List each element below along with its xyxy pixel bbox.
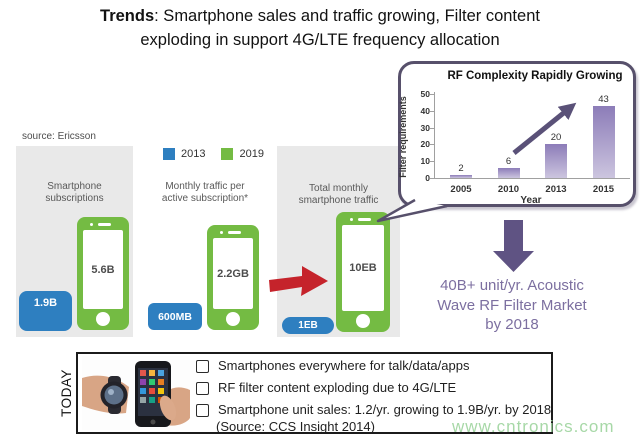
title-bold-word: Trends [100, 7, 155, 25]
phone-speaker-icon [228, 231, 241, 234]
phone-speaker-icon [358, 218, 371, 221]
bullet-text-2: RF filter content exploding due to 4G/LT… [218, 380, 457, 395]
phone-total-traffic-value: 10EB [342, 225, 384, 311]
phone-home-button-icon [226, 312, 240, 326]
year-legend: 2013 2019 [163, 148, 264, 160]
phone-camera-icon [90, 223, 93, 226]
bullet-checkbox-icon [196, 382, 209, 395]
chart-x-axis-title: Year [520, 195, 542, 206]
title-line-2: exploding in support 4G/LTE frequency al… [140, 30, 500, 49]
watermark-text: www.cntronics.com [452, 417, 615, 436]
smartwatch-and-phone-photo [82, 356, 190, 430]
bullet-row-1: Smartphones everywhere for talk/data/app… [196, 358, 469, 374]
legend-2013-label: 2013 [181, 148, 206, 160]
legend-item-2013: 2013 [163, 148, 205, 160]
chart-ytick-label: 10 [420, 156, 430, 167]
chart-bar-value-label: 6 [505, 155, 512, 167]
phone-subscriptions: 5.6B [77, 217, 129, 330]
chart-x-tick-label: 2015 [592, 184, 615, 195]
phone-home-button-icon [356, 314, 370, 328]
phone-camera-icon [350, 218, 353, 221]
phone-camera-icon [220, 231, 223, 234]
bullet-text-3: Smartphone unit sales: 1.2/yr. growing t… [218, 402, 552, 417]
chart-ytick-mark [430, 161, 434, 163]
chart-ytick-mark [430, 110, 434, 112]
chart-bar [592, 105, 615, 178]
title-line-1-rest: : Smartphone sales and traffic growing, … [154, 7, 540, 25]
legend-2013-swatch-icon [163, 148, 175, 160]
title-line-1: Trends: Smartphone sales and traffic gro… [10, 5, 630, 29]
bullet-checkbox-icon [196, 404, 209, 417]
chart-bar [450, 174, 472, 178]
phone-traffic-per-sub: 2.2GB [207, 225, 259, 330]
phone-traffic-per-sub-value: 2.2GB [213, 238, 253, 309]
panel-total-traffic-label: Total monthly smartphone traffic [298, 183, 379, 206]
chart-y-axis-line [434, 92, 435, 178]
chart-ytick-mark [430, 94, 434, 95]
chart-ytick-mark [430, 144, 434, 146]
chart-ytick-label: 50 [420, 89, 430, 99]
legend-item-2019: 2019 [221, 148, 264, 160]
badge-2013-total-traffic: 1EB [282, 317, 334, 334]
chart-ytick-label: 40 [420, 105, 430, 116]
chart-ytick-mark [430, 178, 434, 179]
bullet-row-3: Smartphone unit sales: 1.2/yr. growing t… [196, 402, 551, 418]
thumb-photo-shape [159, 395, 177, 421]
chart-bar-value-label: 43 [598, 93, 609, 105]
chart-bar [545, 144, 567, 178]
bullet-checkbox-icon [196, 360, 209, 373]
panel-subscriptions-label: Smartphone subscriptions [45, 181, 104, 204]
badge-2013-traffic-per-sub: 600MB [148, 303, 202, 330]
chart-x-tick-label: 2010 [497, 184, 520, 195]
bullet-text-1: Smartphones everywhere for talk/data/app… [218, 358, 470, 373]
chart-bar-value-label: 20 [550, 132, 562, 144]
chart-bar [497, 167, 520, 178]
chart-bar-value-label: 2 [458, 162, 464, 174]
chart-x-tick-label: 2013 [545, 184, 567, 195]
chart-x-tick-label: 2005 [450, 184, 472, 195]
phone-home-button-icon [96, 312, 110, 326]
market-callout-text: 40B+ unit/yr. Acoustic Wave RF Filter Ma… [437, 277, 587, 333]
legend-2019-label: 2019 [239, 148, 264, 160]
chart-ytick-label: 0 [425, 173, 430, 183]
source-note: source: Ericsson [22, 131, 96, 142]
today-side-label: TODAY [59, 369, 74, 417]
chart-ytick-label: 30 [420, 122, 430, 133]
page-title: Trends: Smartphone sales and traffic gro… [10, 5, 630, 52]
legend-2019-swatch-icon [221, 148, 234, 160]
phone-total-traffic: 10EB [336, 212, 390, 332]
badge-2013-subscriptions: 1.9B [19, 291, 72, 331]
bullet-source-note: (Source: CCS Insight 2014) [216, 419, 375, 434]
bullet-row-2: RF filter content exploding due to 4G/LT… [196, 380, 456, 396]
panel-traffic-per-sub-label: Monthly traffic per active subscription* [161, 181, 249, 204]
phone-speaker-icon [98, 223, 111, 226]
chart-title: RF Complexity Rapidly Growing [447, 70, 623, 82]
phone-subscriptions-value: 5.6B [83, 230, 123, 309]
chart-ytick-mark [430, 127, 434, 129]
chart-ytick-label: 20 [420, 139, 430, 150]
chart-x-axis-line [434, 178, 630, 179]
